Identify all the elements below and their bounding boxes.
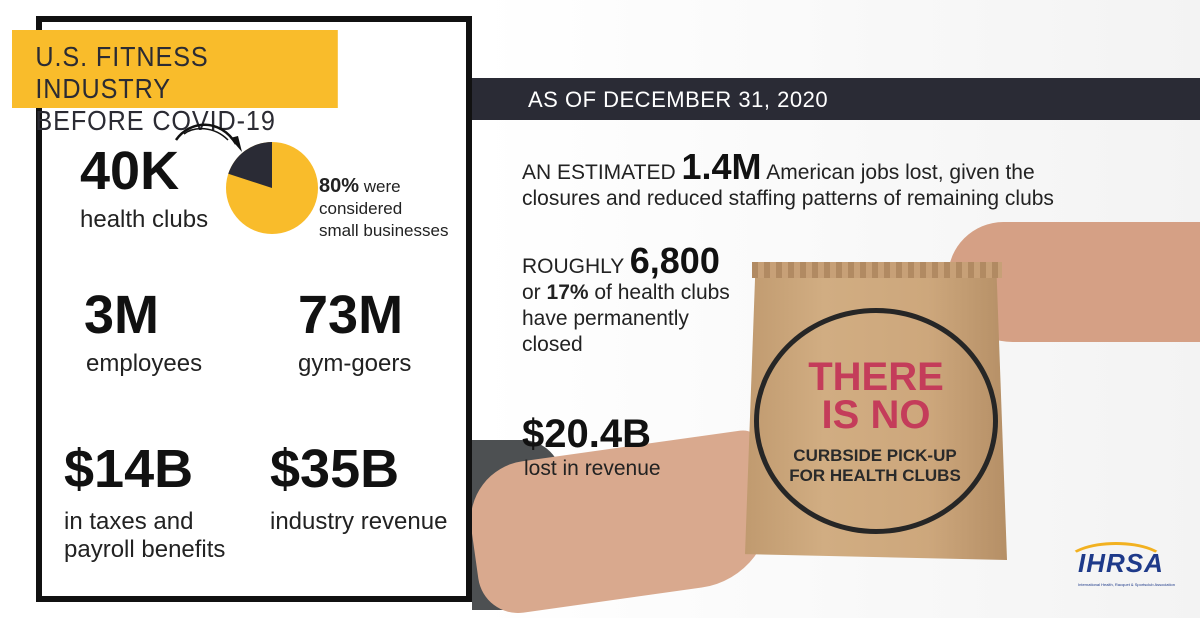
taxes-value: $14B [64,439,194,499]
jobs-prefix: AN ESTIMATED [522,161,682,184]
panel-title: U.S. FITNESS INDUSTRY BEFORE COVID-19 [12,30,338,136]
bag-subtext: CURBSIDE PICK-UP FOR HEALTH CLUBS [770,446,980,486]
jobs-stat: AN ESTIMATED 1.4M American jobs lost, gi… [522,149,1162,212]
closed-stat: ROUGHLY 6,800 or 17% of health clubs hav… [522,243,762,358]
bag-sub2: FOR HEALTH CLUBS [789,466,961,485]
taxes-label-1: in taxes and [64,508,194,535]
employees-label: employees [86,350,203,377]
lost-revenue-value: $20.4B [522,412,651,456]
title-line2: BEFORE COVID-19 [35,105,276,136]
closed-prefix: ROUGHLY [522,255,630,278]
ihrsa-logo-subtext: International Health, Racquet & Sportscl… [1078,582,1175,587]
bag-circle [754,308,998,534]
logo-arc-icon [1066,542,1166,582]
revenue-label: industry revenue [270,508,448,535]
closed-line2-c: of health clubs [588,281,730,304]
gymgoers-value: 73M [298,285,404,345]
pie-text-3: small businesses [319,221,449,240]
taxes-label: in taxes and payroll benefits [64,508,225,564]
closed-line4: closed [522,333,583,356]
gymgoers-label: gym-goers [298,350,412,377]
employees-value: 3M [84,285,160,345]
bag-sub1: CURBSIDE PICK-UP [793,446,957,465]
closed-percent: 17% [546,281,589,304]
clubs-value: 40K [80,141,180,201]
small-business-pie [226,142,318,234]
bag-headline: THERE IS NO [776,355,976,437]
ihrsa-logo: IHRSA [1078,548,1164,578]
bag-line1: THERE [808,355,944,399]
pie-percent: 80% [319,175,360,197]
pie-note: 80% were considered small businesses [319,175,469,242]
bag-line2: IS NO [821,393,931,437]
closed-line2-a: or [522,281,547,304]
taxes-label-2: payroll benefits [64,536,226,563]
lost-revenue-label: lost in revenue [524,457,661,480]
jobs-line2: closures and reduced staffing patterns o… [522,187,1054,210]
pie-text-2: considered [319,199,403,218]
title-line1: U.S. FITNESS INDUSTRY [35,41,209,104]
bag-top-edge [752,262,1002,278]
left-stats-panel [36,16,472,602]
revenue-value: $35B [270,439,400,499]
closed-line3: have permanently [522,307,689,330]
date-header: AS OF DECEMBER 31, 2020 [472,78,1200,120]
clubs-label: health clubs [80,206,209,233]
pie-text-1: were [359,177,401,196]
jobs-value: 1.4M [681,146,762,187]
curved-arrow-icon [174,123,242,152]
closed-value: 6,800 [629,240,720,281]
jobs-suffix: American jobs lost, given the [761,161,1035,184]
pie-slice-other [228,142,272,188]
